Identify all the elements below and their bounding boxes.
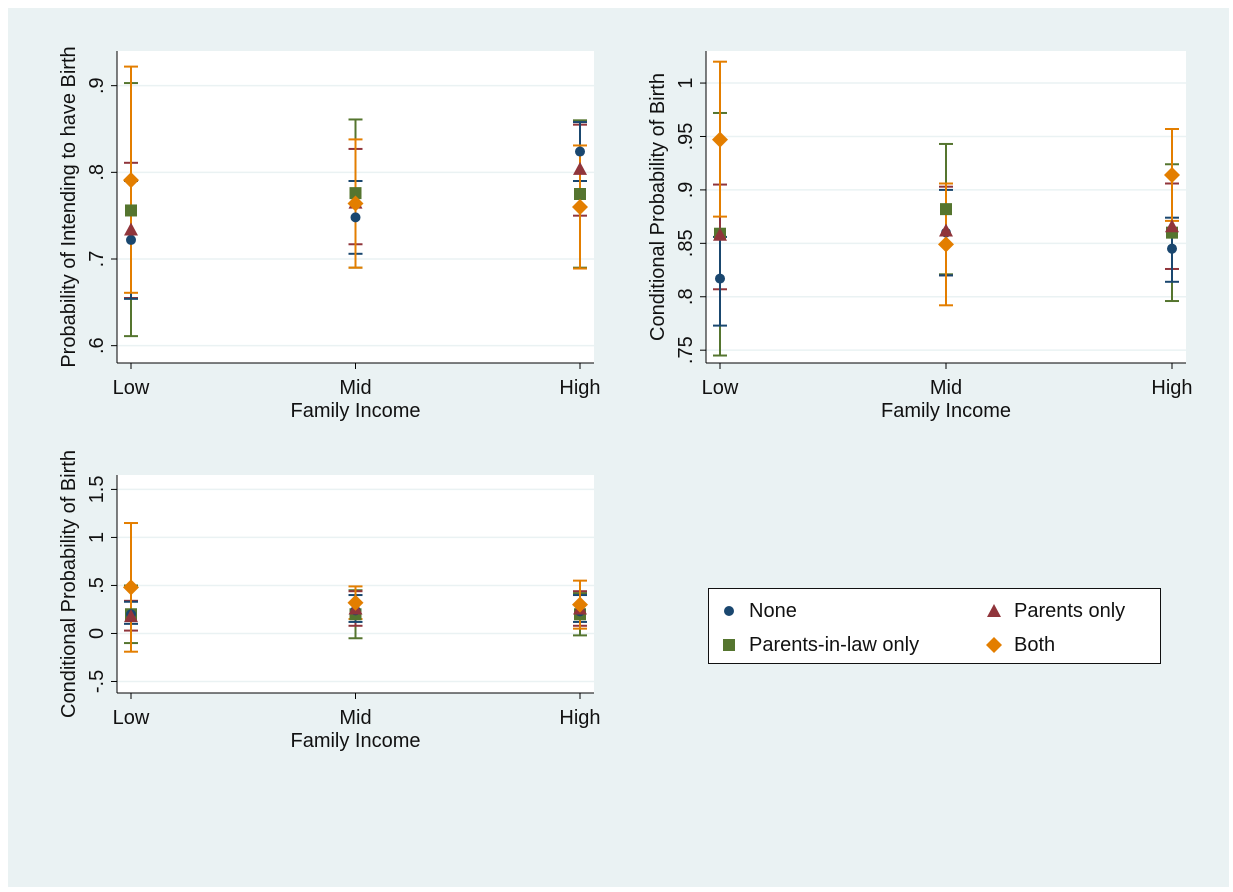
y-tick-label: 1.5 (86, 475, 108, 503)
data-point-parents-only (713, 227, 727, 241)
panel-2: .75 .8 .85 .9 .95 1 Low Mid High Family Income Con… (647, 51, 1193, 422)
y-tick-label: 1 (675, 77, 697, 88)
y-tick-label: .8 (675, 288, 697, 305)
y-tick-label: .9 (86, 77, 108, 94)
data-point-none (1167, 243, 1177, 254)
data-point-both (938, 236, 954, 253)
data-point-none (350, 212, 361, 223)
y-axis-label: Conditional Probability of Birth (647, 73, 669, 341)
data-point-both (1164, 166, 1180, 183)
data-point-parents-in-law-only (574, 188, 586, 200)
diamond-icon (986, 637, 1002, 653)
data-point-both (347, 594, 364, 611)
y-tick-label: 0 (86, 628, 108, 639)
y-tick-label: .9 (675, 182, 697, 199)
x-axis-label: Family Income (881, 400, 1011, 422)
series-parents-in-law-only-points (125, 187, 586, 217)
data-point-none (715, 273, 725, 284)
y-tick-label: 1 (86, 532, 108, 543)
series-none-points (126, 146, 585, 245)
data-point-both (347, 195, 364, 212)
data-point-both (123, 172, 139, 189)
data-point-none (126, 234, 136, 245)
data-point-both (572, 596, 588, 613)
legend-item-parents-only: Parents only (986, 600, 1125, 622)
x-axis-label: Family Income (290, 400, 420, 422)
x-tick-label-mid: Mid (339, 707, 371, 729)
legend-label-parents-in-law-only: Parents-in-law only (749, 633, 920, 656)
triangle-icon (987, 604, 1001, 617)
data-point-parents-only (124, 222, 138, 236)
x-tick-label-high: High (559, 707, 600, 729)
x-tick-label-high: High (559, 377, 600, 399)
y-tick-label: .7 (86, 251, 108, 268)
y-tick-label: .5 (86, 577, 108, 594)
y-tick-label: .95 (675, 123, 697, 151)
x-tick-label-low: Low (113, 707, 150, 729)
y-tick-label: -.5 (86, 670, 108, 693)
x-tick-label-low: Low (113, 377, 150, 399)
y-axis-label: Probability of Intending to have Birth (58, 46, 80, 367)
legend-label-none: None (749, 599, 797, 622)
series-both-points (123, 172, 588, 215)
data-point-both (123, 579, 139, 596)
series-parents-only-points (713, 219, 1179, 241)
y-tick-label: .75 (675, 336, 697, 364)
square-icon (723, 639, 735, 651)
legend-item-both: Both (986, 634, 1055, 656)
data-point-both (572, 199, 588, 215)
data-point-parents-only (573, 161, 587, 175)
legend-item-none: None (721, 600, 797, 622)
y-axis-label: Conditional Probability of Birth (58, 450, 80, 718)
y-tick-label: .6 (86, 337, 108, 354)
data-point-parents-in-law-only (125, 204, 137, 217)
x-axis-label: Family Income (290, 730, 420, 752)
data-point-parents-in-law-only (349, 187, 362, 200)
series-both-points (712, 131, 1180, 253)
panel-3: -.5 0 .5 1 1.5 Low Mid High Family Income Conditi… (58, 450, 601, 752)
circle-icon (724, 606, 734, 616)
data-point-parents-only (939, 223, 953, 237)
legend-label-both: Both (1014, 633, 1056, 656)
data-point-parents-only (124, 609, 138, 623)
data-point-none (575, 146, 585, 157)
legend-item-parents-in-law-only: Parents-in-law only (721, 634, 919, 656)
legend-label-parents-only: Parents only (1014, 599, 1126, 622)
data-point-parents-only (1165, 219, 1179, 233)
plot-area (117, 475, 594, 693)
panel-1: .6 .7 .8 .9 Low Mid High Family Income Probabili… (58, 46, 601, 422)
x-tick-label-mid: Mid (339, 377, 371, 399)
x-tick-label-high: High (1151, 377, 1192, 399)
legend: None Parents only Parents-in-law only Bo… (708, 588, 1161, 664)
data-point-both (712, 131, 728, 148)
x-tick-label-mid: Mid (930, 377, 962, 399)
y-tick-label: .8 (86, 164, 108, 181)
x-tick-label-low: Low (702, 377, 739, 399)
series-both-points (123, 579, 588, 613)
data-point-parents-in-law-only (940, 203, 952, 216)
y-tick-label: .85 (675, 229, 697, 257)
